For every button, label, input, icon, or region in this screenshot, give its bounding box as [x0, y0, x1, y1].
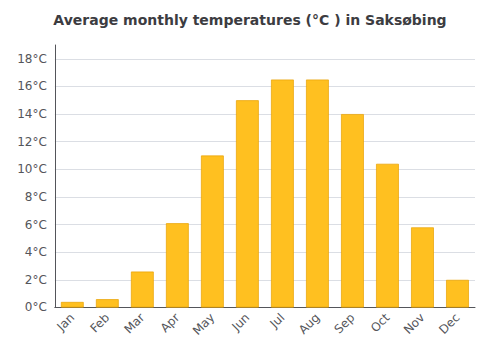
- svg-text:16°C: 16°C: [17, 79, 47, 93]
- svg-text:18°C: 18°C: [17, 52, 47, 66]
- svg-text:12°C: 12°C: [17, 135, 47, 149]
- svg-text:Sep: Sep: [332, 311, 358, 337]
- svg-text:Mar: Mar: [121, 310, 147, 336]
- svg-text:Average monthly temperatures (: Average monthly temperatures (°C ) in Sa…: [53, 12, 446, 28]
- svg-text:10°C: 10°C: [17, 162, 47, 176]
- svg-text:2°C: 2°C: [25, 273, 47, 287]
- svg-text:Aug: Aug: [296, 311, 322, 337]
- svg-text:May: May: [190, 311, 217, 338]
- svg-text:6°C: 6°C: [25, 218, 47, 232]
- svg-text:Oct: Oct: [368, 310, 393, 335]
- svg-text:Jun: Jun: [228, 311, 252, 335]
- svg-text:Jan: Jan: [54, 311, 78, 335]
- svg-text:Feb: Feb: [87, 311, 112, 336]
- svg-text:8°C: 8°C: [25, 190, 47, 204]
- svg-text:Apr: Apr: [158, 310, 183, 335]
- svg-text:Jul: Jul: [267, 311, 288, 332]
- svg-text:14°C: 14°C: [17, 107, 47, 121]
- svg-text:Dec: Dec: [436, 311, 462, 337]
- svg-text:Nov: Nov: [401, 311, 427, 337]
- svg-text:4°C: 4°C: [25, 245, 47, 259]
- svg-text:0°C: 0°C: [25, 300, 47, 314]
